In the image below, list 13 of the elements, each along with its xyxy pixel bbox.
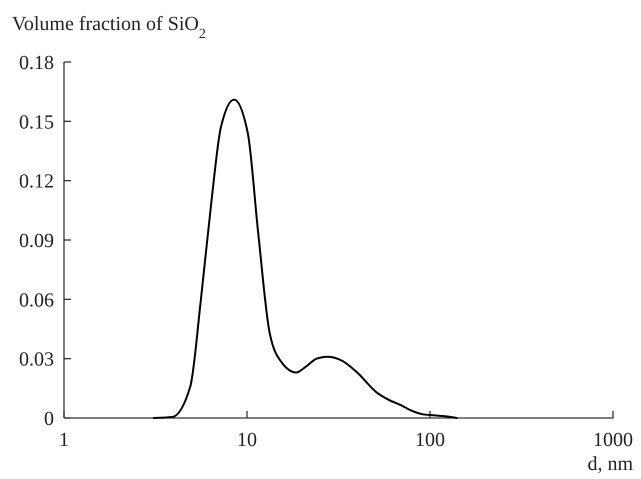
chart-title: Volume fraction of SiO$_{2}$ xyxy=(12,13,206,42)
x-tick-label: 1 xyxy=(59,429,69,451)
x-tick-label: 100 xyxy=(415,429,445,451)
x-tick-label: 10 xyxy=(237,429,257,451)
x-tick-label: 1000 xyxy=(593,429,633,451)
y-tick-label: 0.12 xyxy=(19,170,54,193)
y-tick-label: 0.03 xyxy=(19,348,54,371)
y-tick-label: 0.18 xyxy=(19,52,54,74)
y-tick-label: 0 xyxy=(44,408,54,430)
x-axis-title: d, nm xyxy=(587,453,634,475)
y-tick-label: 0.06 xyxy=(19,289,54,312)
y-tick-label: 0.15 xyxy=(19,111,54,134)
y-tick-label: 0.09 xyxy=(19,230,54,252)
